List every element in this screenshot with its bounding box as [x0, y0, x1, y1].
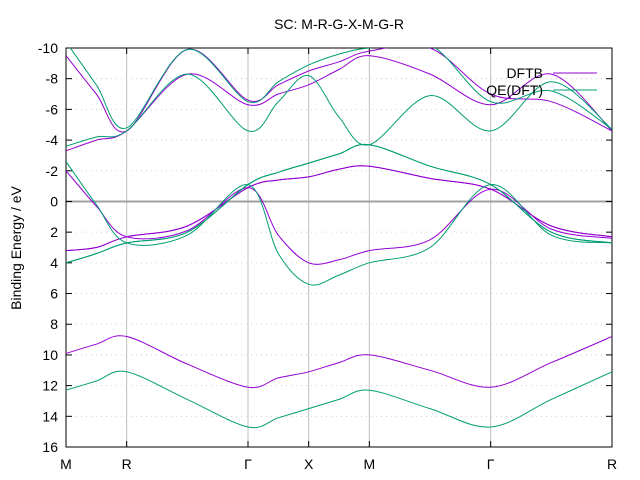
chart-title: SC: M-R-G-X-M-G-R: [274, 16, 404, 32]
x-tick-label: R: [607, 456, 617, 472]
series-line-dftb-band-3: [66, 165, 612, 252]
y-tick-label: -10: [38, 40, 58, 56]
y-tick-label: -8: [46, 71, 59, 87]
series-line-qe-dft-band-5: [66, 73, 612, 147]
series-line-qe-dft-band-4: [66, 161, 612, 286]
y-axis-label: Binding Energy / eV: [8, 185, 24, 309]
series-line-dftb-band-1: [66, 335, 612, 389]
x-tick-label: R: [122, 456, 132, 472]
y-tick-label: -6: [46, 101, 59, 117]
legend-label: QE(DFT): [486, 82, 543, 98]
x-tick-label: Γ: [244, 456, 252, 472]
x-tick-label: Γ: [487, 456, 495, 472]
legend-label: DFTB: [506, 65, 543, 81]
y-tick-label: 0: [50, 193, 58, 209]
y-tick-label: 2: [50, 224, 58, 240]
grid-layer: [66, 48, 612, 447]
y-tick-label: 6: [50, 286, 58, 302]
series-layer: [66, 48, 612, 429]
series-line-qe-dft-band-6: [69, 48, 612, 130]
x-tick-label: X: [304, 456, 314, 472]
plot-frame: [65, 47, 613, 448]
series-line-dftb-band-4: [66, 170, 612, 265]
y-tick-label: 12: [42, 378, 58, 394]
y-tick-label: 4: [50, 255, 58, 271]
x-tick-label: M: [60, 456, 72, 472]
y-tick-label: -2: [46, 163, 59, 179]
y-tick-label: 8: [50, 316, 58, 332]
x-tick-label: M: [363, 456, 375, 472]
series-line-qe-dft-band-1: [66, 370, 612, 429]
y-tick-label: 14: [42, 408, 58, 424]
y-tick-label: 10: [42, 347, 58, 363]
y-tick-label: 16: [42, 439, 58, 455]
series-line-dftb-band-2: [66, 165, 612, 252]
y-tick-label: -4: [46, 132, 59, 148]
